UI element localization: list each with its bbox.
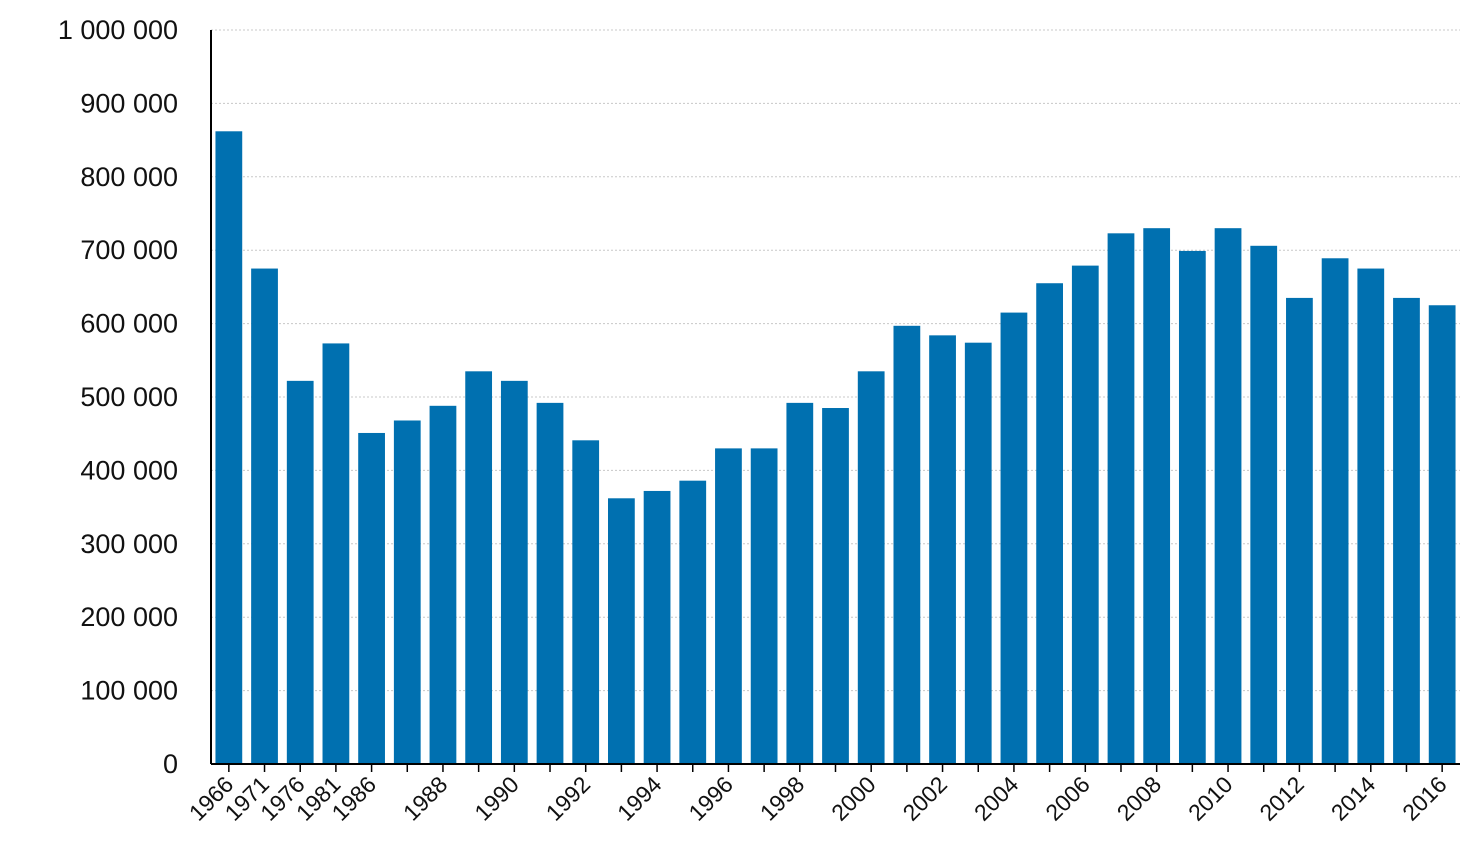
x-tick-label: 1988 — [398, 771, 453, 826]
bar-2013 — [1321, 258, 1349, 764]
bar-1966 — [215, 131, 243, 765]
bar-1971 — [251, 268, 278, 764]
y-tick-label: 400 000 — [80, 455, 178, 485]
x-tick-label: 2004 — [969, 771, 1024, 826]
y-tick-label: 200 000 — [80, 602, 178, 632]
y-tick-label: 300 000 — [80, 529, 178, 559]
bar-2007 — [1107, 233, 1135, 764]
bar-2005 — [1036, 283, 1063, 764]
x-tick-label: 2000 — [826, 771, 881, 826]
bar-2004 — [1000, 312, 1028, 764]
bar-2011 — [1250, 245, 1278, 764]
bar-1988 — [429, 405, 457, 764]
y-tick-label: 500 000 — [80, 382, 178, 412]
bar-2010 — [1214, 228, 1242, 764]
bar-1976 — [286, 380, 314, 764]
bar-1990 — [500, 380, 528, 764]
bar-1997 — [750, 448, 778, 764]
bar-1999 — [822, 408, 849, 764]
x-tick-label: 2002 — [898, 771, 953, 826]
bar-2009 — [1178, 250, 1206, 764]
bar-2016 — [1428, 305, 1456, 764]
x-axis-tick-marks — [228, 764, 1443, 772]
bar-2012 — [1286, 297, 1313, 764]
x-tick-label: 1994 — [612, 771, 667, 826]
bar-1989 — [465, 371, 493, 764]
x-tick-label: 2012 — [1254, 771, 1309, 826]
y-tick-label: 700 000 — [80, 235, 178, 265]
y-tick-label: 100 000 — [80, 676, 178, 706]
bar-2015 — [1393, 297, 1420, 764]
bar-1995 — [679, 480, 707, 764]
bar-1994 — [643, 490, 671, 764]
y-axis-tick-labels: 0 100 000 200 000 300 000 400 000 500 000 600 … — [58, 15, 178, 779]
bar-2008 — [1143, 228, 1171, 764]
x-tick-label: 1998 — [755, 771, 810, 826]
x-tick-label: 1992 — [541, 771, 596, 826]
bar-2003 — [964, 342, 992, 764]
x-tick-label: 2010 — [1183, 771, 1238, 826]
y-tick-label: 600 000 — [80, 309, 178, 339]
bar-1996 — [715, 448, 742, 764]
bar-1992 — [572, 440, 600, 764]
bar-1986 — [358, 432, 385, 764]
bar-1981 — [322, 343, 350, 764]
x-tick-label: 2008 — [1112, 771, 1167, 826]
x-tick-label: 1990 — [469, 771, 524, 826]
x-tick-label: 2014 — [1326, 771, 1381, 826]
x-tick-label: 2006 — [1040, 771, 1095, 826]
bar-2002 — [929, 335, 956, 764]
bar-1993 — [608, 498, 635, 764]
x-tick-label: 1996 — [683, 771, 738, 826]
bar-1987 — [393, 420, 421, 764]
y-tick-label: 1 000 000 — [58, 15, 178, 45]
bar-1998 — [786, 402, 814, 764]
bar-2014 — [1357, 268, 1385, 764]
bar-2001 — [893, 325, 921, 764]
y-tick-label: 0 — [163, 749, 178, 779]
bar-2006 — [1071, 265, 1099, 764]
y-tick-label: 800 000 — [80, 162, 178, 192]
x-tick-label: 2016 — [1397, 771, 1452, 826]
y-tick-label: 900 000 — [80, 88, 178, 118]
bar-1991 — [536, 402, 564, 764]
bars — [215, 131, 1456, 765]
bar-2000 — [857, 371, 885, 764]
